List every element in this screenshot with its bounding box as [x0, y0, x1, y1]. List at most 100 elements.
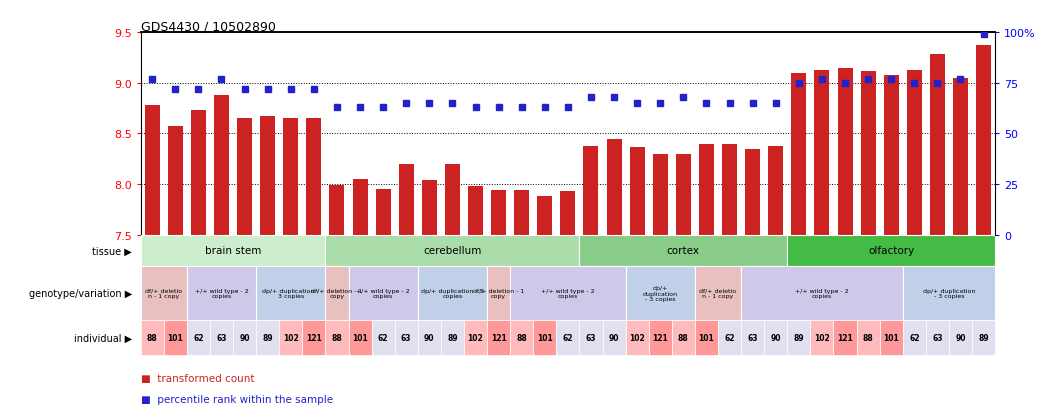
Bar — [926, 320, 949, 355]
Bar — [238, 119, 252, 235]
Text: 89: 89 — [978, 333, 989, 342]
Text: 88: 88 — [678, 333, 689, 342]
Bar — [902, 320, 926, 355]
Text: cerebellum: cerebellum — [423, 246, 481, 256]
Bar — [191, 111, 206, 235]
Text: 88: 88 — [147, 333, 157, 342]
Bar — [602, 320, 625, 355]
Text: 102: 102 — [282, 333, 299, 342]
Text: +/+ wild type - 2
copies: +/+ wild type - 2 copies — [795, 288, 849, 299]
Text: df/+ deletio
n - 1 copy: df/+ deletio n - 1 copy — [145, 288, 182, 299]
Text: cortex: cortex — [667, 246, 700, 256]
Bar — [283, 119, 298, 235]
Text: brain stem: brain stem — [205, 246, 262, 256]
Text: dp/+ duplication - 3
copies: dp/+ duplication - 3 copies — [421, 288, 483, 299]
Bar — [325, 266, 348, 320]
Bar — [625, 320, 649, 355]
Bar — [718, 320, 741, 355]
Bar — [325, 320, 348, 355]
Text: +/+ wild type - 2
copies: +/+ wild type - 2 copies — [541, 288, 595, 299]
Bar — [491, 191, 506, 235]
Text: 101: 101 — [537, 333, 552, 342]
Bar — [306, 119, 321, 235]
Bar — [695, 266, 741, 320]
Bar — [418, 266, 487, 320]
Text: df/+ deletio
n - 1 copy: df/+ deletio n - 1 copy — [699, 288, 737, 299]
Bar — [606, 139, 622, 235]
Text: 63: 63 — [747, 333, 758, 342]
Text: 101: 101 — [884, 333, 899, 342]
Bar — [791, 74, 807, 235]
Text: dp/+
duplication
- 3 copies: dp/+ duplication - 3 copies — [643, 285, 677, 301]
Text: 101: 101 — [168, 333, 183, 342]
Text: 121: 121 — [306, 333, 322, 342]
Bar — [625, 266, 695, 320]
Bar — [879, 320, 902, 355]
Text: 101: 101 — [352, 333, 368, 342]
Text: 62: 62 — [193, 333, 203, 342]
Bar — [141, 320, 164, 355]
Bar — [788, 320, 811, 355]
Bar — [907, 71, 922, 235]
Bar — [422, 180, 437, 235]
Bar — [741, 320, 764, 355]
Bar — [972, 320, 995, 355]
Bar — [418, 320, 441, 355]
Text: tissue ▶: tissue ▶ — [93, 246, 132, 256]
Text: df/+ deletion - 1
copy: df/+ deletion - 1 copy — [473, 288, 524, 299]
Text: ■  transformed count: ■ transformed count — [141, 373, 254, 383]
Bar — [256, 266, 325, 320]
Bar — [511, 266, 625, 320]
Bar — [695, 320, 718, 355]
Text: 62: 62 — [909, 333, 919, 342]
Bar — [445, 164, 460, 235]
Text: df/+ deletion - 1
copy: df/+ deletion - 1 copy — [312, 288, 363, 299]
Bar — [976, 46, 991, 235]
Bar — [372, 320, 395, 355]
Bar — [649, 320, 672, 355]
Text: 121: 121 — [837, 333, 853, 342]
Bar — [511, 320, 534, 355]
Bar — [464, 320, 487, 355]
Bar — [348, 320, 372, 355]
Bar — [399, 164, 414, 235]
Text: 101: 101 — [698, 333, 715, 342]
Bar — [556, 320, 579, 355]
Bar — [579, 235, 788, 266]
Bar — [348, 266, 418, 320]
Bar — [629, 147, 645, 235]
Bar — [487, 320, 511, 355]
Text: 62: 62 — [724, 333, 735, 342]
Bar — [487, 266, 511, 320]
Bar — [187, 266, 256, 320]
Bar — [788, 235, 995, 266]
Bar — [722, 144, 737, 235]
Bar — [164, 320, 187, 355]
Bar — [468, 187, 483, 235]
Text: 89: 89 — [794, 333, 804, 342]
Text: 102: 102 — [468, 333, 483, 342]
Bar — [815, 71, 829, 235]
Bar — [168, 127, 182, 235]
Text: dp/+ duplication
- 3 copies: dp/+ duplication - 3 copies — [923, 288, 975, 299]
Bar — [302, 320, 325, 355]
Bar — [514, 191, 529, 235]
Bar — [953, 78, 968, 235]
Text: 89: 89 — [263, 333, 273, 342]
Bar — [861, 71, 875, 235]
Bar — [441, 320, 464, 355]
Bar — [811, 320, 834, 355]
Text: 89: 89 — [447, 333, 457, 342]
Text: dp/+ duplication -
3 copies: dp/+ duplication - 3 copies — [263, 288, 319, 299]
Bar — [699, 144, 714, 235]
Text: 90: 90 — [609, 333, 619, 342]
Bar — [676, 154, 691, 235]
Bar — [352, 180, 368, 235]
Bar — [672, 320, 695, 355]
Bar — [834, 320, 857, 355]
Text: genotype/variation ▶: genotype/variation ▶ — [29, 288, 132, 298]
Bar — [745, 150, 761, 235]
Bar — [652, 154, 668, 235]
Bar — [741, 266, 902, 320]
Text: 102: 102 — [629, 333, 645, 342]
